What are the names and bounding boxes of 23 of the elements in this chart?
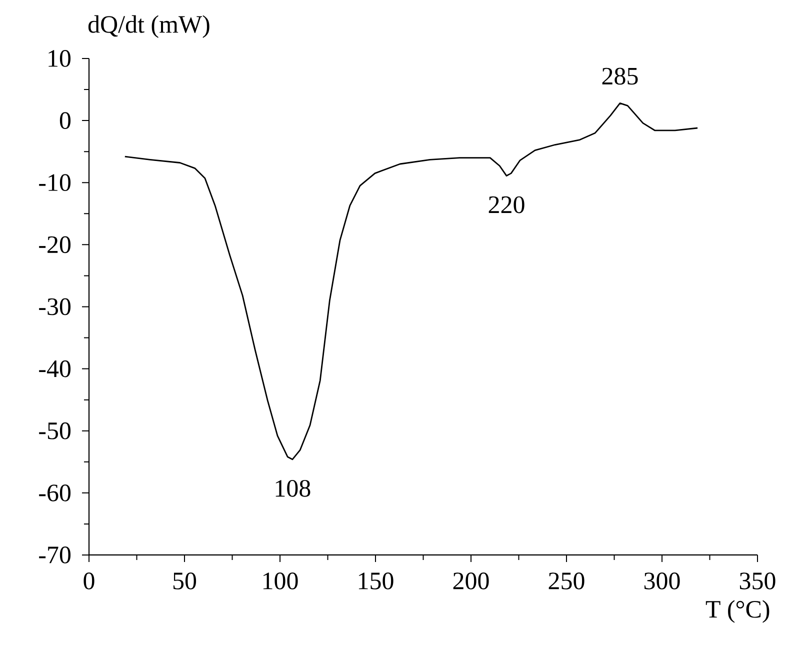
y-tick-label: -20 (39, 236, 71, 254)
x-tick-label: 150 (358, 572, 394, 590)
x-tick-label: 0 (84, 572, 94, 590)
y-tick-label: -40 (39, 360, 71, 378)
y-axis-title: dQ/dt (mW) (88, 15, 210, 38)
y-tick-label: -60 (39, 484, 71, 502)
y-tick-label: -50 (39, 422, 71, 440)
annotation: 220 (488, 196, 524, 214)
y-tick-label: 0 (60, 112, 71, 129)
x-axis-title: T (°C) (706, 600, 770, 623)
x-tick-label: 300 (644, 572, 680, 590)
y-tick-label: -70 (39, 546, 71, 564)
y-tick-label: -10 (39, 174, 71, 192)
x-tick-label: 100 (263, 572, 298, 590)
y-tick-label: -30 (39, 298, 71, 316)
x-tick-label: 50 (173, 572, 196, 590)
x-tick-label: 350 (740, 572, 776, 590)
x-tick-label: 200 (453, 572, 489, 590)
y-tick-label: 10 (48, 50, 71, 67)
x-tick-label: 250 (548, 572, 584, 590)
annotation: 108 (276, 480, 310, 497)
annotation: 285 (602, 68, 638, 85)
line-series (124, 102, 698, 460)
